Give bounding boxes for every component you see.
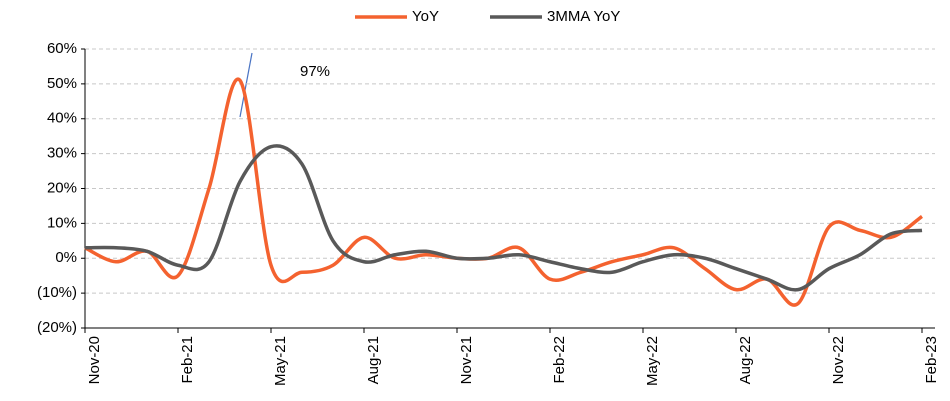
- series-line: [84, 144, 923, 292]
- series-line: [84, 77, 924, 307]
- y-tick-label: (10%): [37, 284, 77, 301]
- x-tick-label: Aug-22: [737, 336, 754, 384]
- legend-label: YoY: [412, 8, 439, 25]
- x-tick-label: Feb-23: [923, 336, 940, 384]
- y-tick-label: 30%: [47, 145, 77, 162]
- y-tick-label: 50%: [47, 75, 77, 92]
- x-tick-label: May-21: [272, 336, 289, 386]
- y-tick-label: 40%: [47, 110, 77, 127]
- annotation-pointer: [239, 52, 253, 118]
- x-tick-label: Nov-20: [86, 336, 103, 384]
- x-tick-label: Aug-21: [365, 336, 382, 384]
- y-tick-label: 20%: [47, 179, 77, 196]
- y-tick-label: (20%): [37, 319, 77, 336]
- x-tick-label: Feb-22: [551, 336, 568, 384]
- y-tick-label: 0%: [55, 249, 77, 266]
- y-tick-label: 60%: [47, 40, 77, 57]
- x-tick-label: May-22: [644, 336, 661, 386]
- x-tick-label: Nov-22: [830, 336, 847, 384]
- x-tick-label: Feb-21: [179, 336, 196, 384]
- annotation: 97%: [300, 63, 330, 80]
- y-tick-label: 10%: [47, 214, 77, 231]
- legend-label: 3MMA YoY: [547, 8, 620, 25]
- x-tick-label: Nov-21: [458, 336, 475, 384]
